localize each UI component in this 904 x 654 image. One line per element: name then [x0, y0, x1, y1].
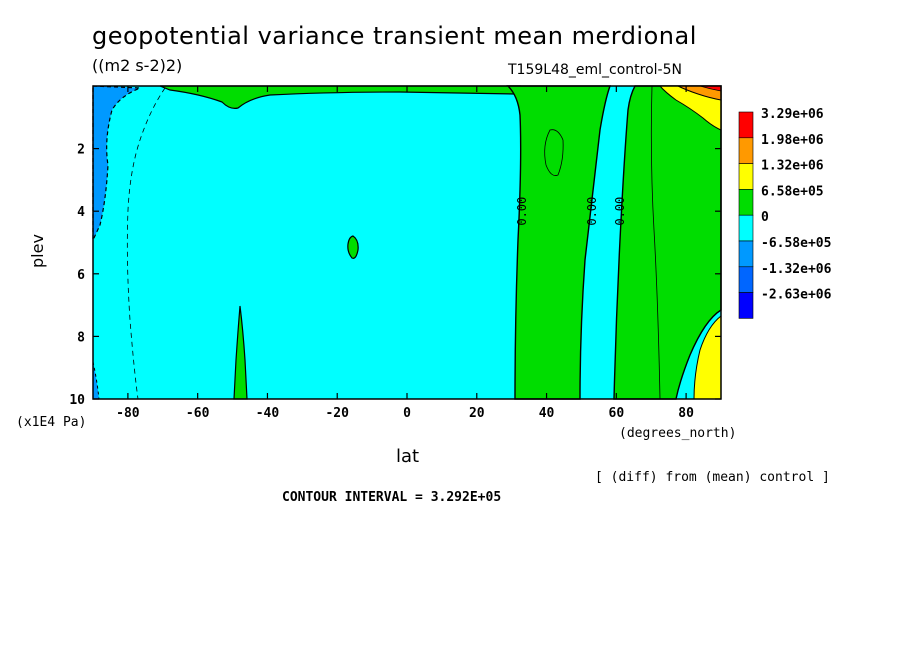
colorbar-label: 1.32e+06	[761, 159, 824, 174]
zero-contour-label-text: 0.00	[585, 197, 599, 226]
y-axis-units: (x1E4 Pa)	[16, 415, 87, 430]
contour-fills	[92, 85, 722, 400]
colorbar-swatch	[738, 137, 754, 164]
orange-fill-core	[677, 85, 722, 101]
colorbar-label: -6.58e+05	[761, 236, 831, 251]
x-tick-label: 80	[678, 406, 694, 421]
x-tick-label: 60	[609, 406, 625, 421]
colorbar-swatch	[738, 163, 754, 190]
contour-loop-40n	[544, 129, 564, 176]
colorbar-swatch	[738, 111, 754, 139]
contour-interval: CONTOUR INTERVAL = 3.292E+05	[282, 490, 502, 505]
zero-contour-label: 0.00	[515, 197, 529, 226]
zero-contour-labels: 0.00 0.00 0.00	[515, 197, 627, 226]
x-axis-label: lat	[396, 446, 420, 467]
x-tick-label: -60	[186, 406, 210, 421]
run-name: T159L48_eml_control-5N	[508, 62, 682, 78]
colorbar: 3.29e+06 1.98e+06 1.32e+06 6.58e+05 0 -6.58e+…	[738, 107, 832, 319]
y-tick-label: 4	[77, 205, 85, 220]
zero-contour-label-text: 0.00	[515, 197, 529, 226]
zero-contour-label: 0.00	[613, 197, 627, 226]
neg-fill-south	[92, 85, 141, 241]
x-tick-label: 20	[469, 406, 485, 421]
zero-contour-label-text: 0.00	[613, 197, 627, 226]
green-blob-mid	[347, 235, 359, 259]
colorbar-swatch	[738, 189, 754, 216]
chart-units: ((m2 s-2)2)	[92, 56, 183, 75]
colorbar-label: -1.32e+06	[761, 262, 832, 277]
pos-fill-far-east	[613, 85, 722, 400]
colorbar-label: 6.58e+05	[761, 184, 824, 199]
colorbar-swatch	[738, 292, 754, 319]
yellow-fill-topright	[658, 85, 722, 131]
colorbar-label: -2.63e+06	[761, 288, 832, 303]
yellow-fill-bottomright	[693, 314, 722, 400]
colorbar-label: 3.29e+06	[761, 107, 824, 122]
chart-title: geopotential variance transient mean mer…	[92, 22, 697, 50]
y-tick-label: 10	[69, 393, 85, 408]
x-axis-units: (degrees_north)	[619, 426, 737, 441]
zero-contour-label: 0.00	[585, 197, 599, 226]
contour-line-dashed	[126, 87, 166, 400]
x-tick-label: -40	[256, 406, 280, 421]
diff-note: [ (diff) from (mean) control ]	[595, 470, 830, 485]
x-tick-label: 40	[539, 406, 555, 421]
y-tick-label: 8	[77, 330, 85, 345]
colorbar-swatch	[738, 266, 754, 293]
contour-line-east	[650, 85, 661, 400]
y-tick-label: 2	[77, 143, 85, 158]
x-tick-label: 0	[403, 406, 411, 421]
x-tick-label: -20	[325, 406, 349, 421]
colorbar-label: 0	[761, 210, 769, 225]
axes: -80 -60 -40 -20 0 20 40 60 80 2 4 6 8 10	[69, 86, 721, 421]
colorbar-swatch	[738, 214, 754, 242]
x-tick-label: -80	[116, 406, 140, 421]
colorbar-label: 1.98e+06	[761, 133, 824, 148]
colorbar-swatch	[738, 240, 754, 268]
y-tick-label: 6	[77, 268, 85, 283]
